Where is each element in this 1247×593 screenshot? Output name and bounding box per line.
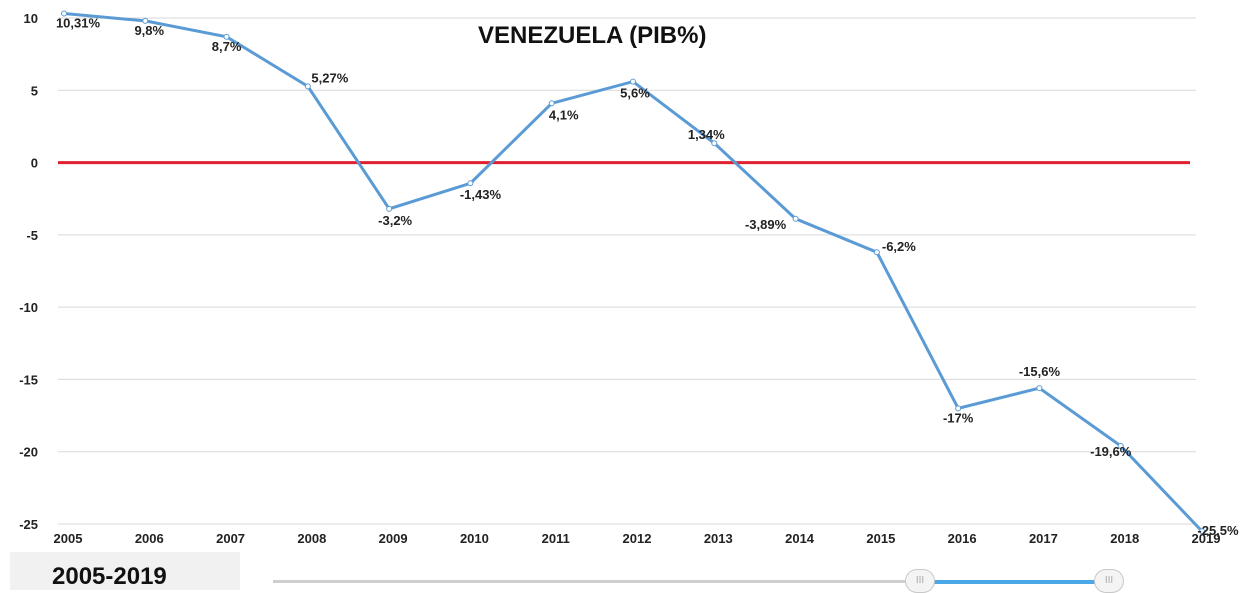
x-tick-label: 2013 (704, 531, 733, 546)
data-label: 9,8% (134, 23, 164, 38)
x-tick-label: 2014 (785, 531, 815, 546)
data-label: -25,5% (1197, 523, 1239, 538)
data-point (711, 140, 718, 147)
data-label: -17% (943, 410, 974, 425)
data-label: -1,43% (460, 187, 502, 202)
range-slider-right-handle[interactable]: III (1094, 569, 1124, 593)
range-slider-track[interactable] (273, 580, 913, 583)
x-tick-label: 2007 (216, 531, 245, 546)
data-point (386, 205, 393, 212)
x-tick-label: 2008 (297, 531, 326, 546)
x-tick-label: 2009 (379, 531, 408, 546)
x-tick-label: 2011 (542, 531, 570, 546)
data-point (955, 405, 962, 412)
x-tick-label: 2012 (623, 531, 652, 546)
data-point (223, 33, 230, 40)
data-point (1199, 528, 1205, 535)
data-label: -3,2% (378, 213, 412, 228)
data-label: -19,6% (1090, 444, 1132, 459)
x-axis-ticks: 2005 2006 2007 2008 2009 2010 2011 2012 2013 2014… (54, 531, 1221, 546)
y-axis-ticks: 10 5 0 -5 -10 -15 -20 -25 (19, 11, 38, 532)
x-tick-label: 2017 (1029, 531, 1058, 546)
data-point (304, 83, 311, 90)
data-point (548, 100, 555, 107)
data-point (467, 180, 474, 187)
y-tick-label: -20 (19, 445, 38, 460)
data-point (61, 10, 67, 17)
data-label: -6,2% (882, 239, 916, 254)
y-tick-label: -10 (19, 300, 38, 315)
data-label: 5,6% (620, 86, 650, 101)
data-point (630, 78, 636, 85)
x-tick-label: 2010 (460, 531, 489, 546)
data-point (792, 215, 799, 222)
data-point (873, 249, 880, 256)
grid-lines (58, 17, 1196, 525)
data-label: 10,31% (56, 16, 101, 31)
x-tick-label: 2006 (135, 531, 164, 546)
data-label: 5,27% (311, 70, 348, 85)
x-tick-label: 2016 (948, 531, 977, 546)
data-labels: 10,31% 9,8% 8,7% 5,27% -3,2% -1,43% 4,1% 5,6% 1,… (56, 16, 1239, 539)
data-points (61, 10, 1205, 535)
y-tick-label: 0 (31, 156, 38, 171)
x-tick-label: 2019 (1192, 531, 1221, 546)
y-tick-label: -15 (19, 372, 38, 387)
data-label: 4,1% (549, 107, 579, 122)
range-label: 2005-2019 (52, 563, 167, 590)
x-tick-label: 2005 (54, 531, 83, 546)
range-slider-selection[interactable] (920, 580, 1110, 584)
y-tick-label: 5 (31, 83, 38, 98)
range-slider-left-handle[interactable]: III (905, 569, 935, 593)
y-tick-label: -5 (26, 228, 38, 243)
data-label: -15,6% (1019, 364, 1061, 379)
data-point (142, 17, 149, 24)
y-tick-label: 10 (24, 11, 38, 26)
range-panel (10, 552, 240, 590)
y-tick-label: -25 (19, 517, 38, 532)
data-point (1117, 442, 1124, 449)
data-label: 1,34% (688, 127, 725, 142)
x-tick-label: 2015 (866, 531, 895, 546)
chart-title: VENEZUELA (PIB%) (478, 22, 707, 49)
data-label: 8,7% (212, 39, 242, 54)
data-point (1036, 385, 1043, 392)
data-label: -3,89% (745, 217, 787, 232)
x-tick-label: 2018 (1110, 531, 1139, 546)
